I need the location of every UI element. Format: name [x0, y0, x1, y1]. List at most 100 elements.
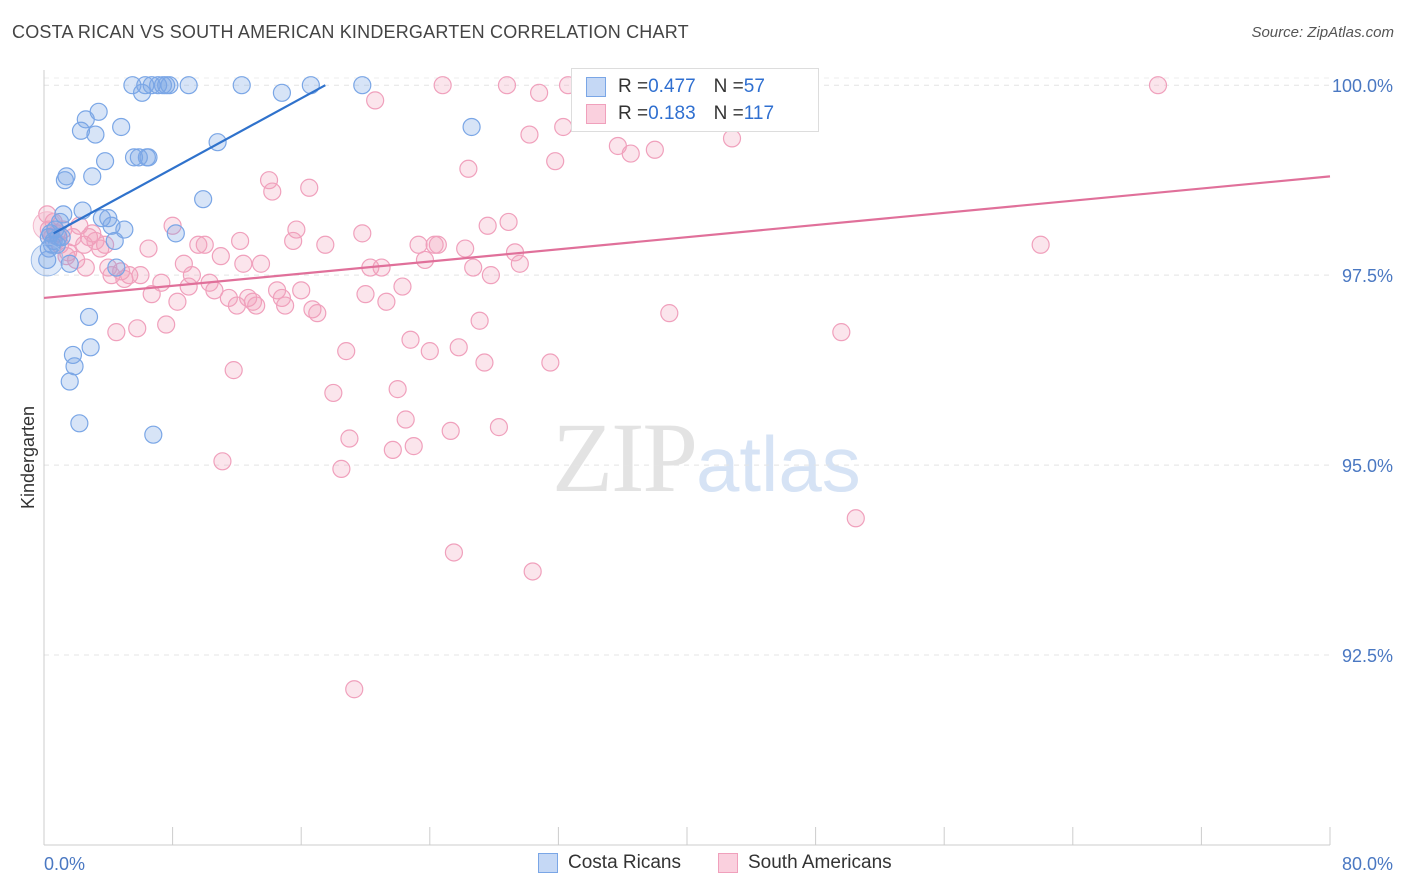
south-american-point — [523, 562, 542, 581]
costa-rican-point — [71, 121, 91, 140]
chart-title: COSTA RICAN VS SOUTH AMERICAN KINDERGART… — [12, 22, 689, 42]
south-american-point — [337, 342, 356, 361]
south-american-point — [401, 330, 420, 349]
costa-rican-point — [60, 372, 79, 391]
south-american-point — [340, 429, 359, 448]
south-american-point — [157, 315, 176, 334]
costa-rican-point — [79, 307, 99, 327]
south-american-point — [224, 361, 243, 380]
south-american-point — [464, 258, 483, 277]
costa-rican-point — [63, 345, 83, 365]
watermark-zip: ZIP — [552, 402, 698, 513]
south-american-point — [433, 76, 452, 95]
costa-rican-point — [46, 220, 65, 239]
south-american-point — [478, 216, 497, 235]
south-american-point — [247, 296, 266, 315]
south-american-point — [308, 304, 327, 323]
south-american-point — [377, 292, 396, 311]
costa-rican-point — [272, 83, 292, 102]
legend-label-costa-ricans: Costa Ricans — [568, 852, 681, 873]
watermark-atlas: atlas — [696, 420, 861, 508]
south-american-point — [131, 266, 150, 285]
costa-rican-cluster-point — [30, 243, 64, 277]
legend-r-value: 0.183 — [648, 103, 696, 124]
south-american-point — [356, 285, 375, 304]
south-american-point — [409, 235, 428, 254]
south-american-point — [428, 235, 447, 254]
south-american-point — [316, 235, 335, 254]
south-american-point — [234, 254, 253, 273]
costa-rican-point — [179, 76, 198, 95]
y-tick-label: 97.5% — [1342, 266, 1393, 286]
south-american-point — [287, 220, 306, 239]
south-american-point — [470, 311, 489, 330]
costa-rican-point — [160, 76, 179, 95]
blue-swatch — [538, 853, 558, 873]
tick-labels: 92.5% 95.0% 97.5% 100.0% 0.0% 80.0% Kindergart… — [18, 76, 1393, 874]
pink-swatch — [718, 853, 738, 873]
south-american-point — [456, 239, 475, 258]
south-american-point — [420, 342, 439, 361]
south-american-point — [107, 323, 126, 342]
legend-n-value: 117 — [743, 103, 775, 124]
y-axis-label: Kindergarten — [18, 406, 38, 509]
costa-rican-point — [462, 117, 481, 137]
south-american-point — [520, 125, 539, 144]
south-american-point — [497, 76, 517, 95]
south-american-point — [832, 323, 851, 342]
south-american-point — [415, 250, 435, 270]
south-american-point — [189, 235, 208, 254]
costa-rican-point — [92, 209, 111, 228]
south-american-point — [128, 319, 147, 338]
south-american-point — [846, 509, 865, 528]
south-american-point — [345, 680, 364, 699]
south-american-point — [621, 144, 640, 163]
costa-rican-point — [136, 76, 155, 95]
y-tick-label: 100.0% — [1332, 76, 1393, 96]
south-american-point — [449, 338, 468, 357]
south-american-point — [284, 231, 303, 251]
costa-rican-point — [81, 338, 100, 357]
legend-n-label: N = — [713, 76, 744, 97]
costa-rican-point — [70, 414, 89, 433]
y-tick-label: 95.0% — [1342, 456, 1393, 476]
south-american-point — [1031, 235, 1050, 254]
legend-r-value: 0.477 — [648, 76, 696, 97]
south-american-point — [459, 159, 478, 178]
south-american-point — [231, 231, 250, 251]
south-american-point — [366, 91, 385, 110]
legend-row-costa-ricans: R = 0.477 N = 57 — [586, 75, 765, 99]
costa-rican-point — [194, 190, 213, 209]
south-american-point — [645, 140, 664, 159]
costa-rican-point — [139, 148, 158, 167]
costa-rican-point — [60, 254, 79, 273]
south-american-point — [393, 277, 412, 296]
trend-lines — [43, 84, 1331, 300]
legend-r-label: R = — [618, 76, 649, 97]
south-american-point — [182, 266, 201, 285]
legend-n-value: 57 — [743, 76, 765, 97]
south-american-point — [76, 258, 95, 277]
south-american-point — [213, 452, 232, 471]
south-american-point — [251, 254, 271, 273]
south-american-point — [388, 380, 407, 399]
costa-rican-point — [115, 220, 134, 239]
legend-label-south-americans: South Americans — [748, 852, 892, 873]
south-american-point — [541, 353, 560, 372]
south-american-point — [475, 353, 494, 372]
south-american-point — [300, 178, 319, 197]
legend-n-label: N = — [713, 103, 744, 124]
costa-rican-point — [123, 76, 142, 95]
south-american-point — [152, 273, 171, 292]
costa-rican-point — [54, 205, 73, 224]
south-american-point — [396, 410, 415, 429]
south-american-point — [324, 383, 343, 403]
pink-swatch — [586, 104, 606, 124]
south-american-point — [95, 235, 115, 254]
south-american-point — [211, 247, 230, 266]
costa-rican-point — [89, 102, 108, 121]
south-american-point — [353, 224, 372, 243]
x-tick-label-max: 80.0% — [1342, 854, 1393, 874]
axes — [43, 70, 1331, 846]
costa-rican-point — [166, 224, 185, 243]
